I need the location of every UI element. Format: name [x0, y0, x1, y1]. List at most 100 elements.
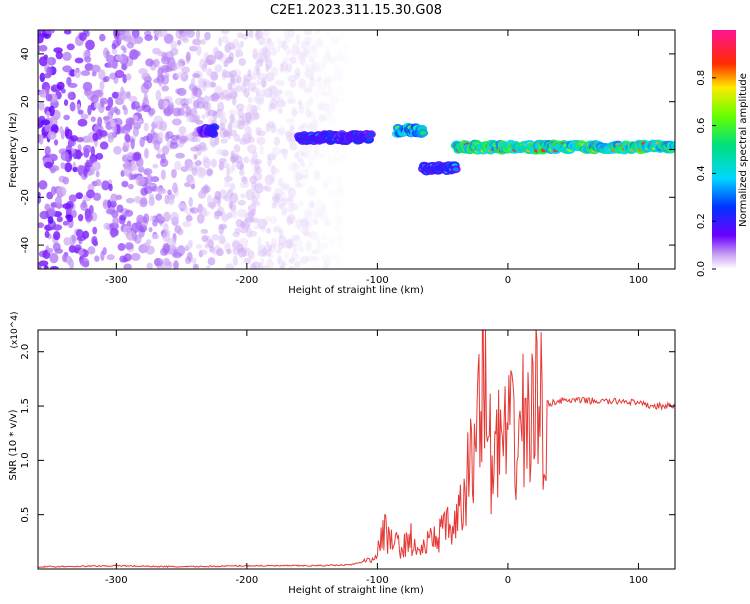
- heatmap-cell: [162, 231, 171, 242]
- heatmap-cell: [131, 50, 141, 57]
- heatmap-cell: [115, 194, 123, 200]
- heatmap-cell: [163, 222, 169, 233]
- heatmap-cell: [211, 158, 217, 168]
- heatmap-cell: [265, 241, 270, 248]
- heatmap-cell: [82, 81, 93, 92]
- heatmap-cell: [68, 194, 77, 203]
- heatmap-cell: [328, 205, 334, 217]
- heatmap-cell: [115, 54, 124, 61]
- heatmap-cell: [178, 135, 189, 142]
- heatmap-cell: [269, 215, 278, 224]
- heatmap-cell: [256, 130, 267, 137]
- heatmap-cell: [140, 187, 148, 196]
- heatmap-cell: [266, 227, 272, 234]
- heatmap-cell: [236, 75, 242, 84]
- heatmap-cell: [160, 247, 168, 256]
- heatmap-cell: [286, 118, 295, 124]
- heatmap-cell: [306, 123, 317, 134]
- heatmap-cell: [138, 165, 145, 173]
- heatmap-cell: [214, 211, 221, 220]
- heatmap-cell: [300, 151, 307, 157]
- heatmap-cell: [201, 38, 206, 45]
- heatmap-cell: [99, 33, 106, 42]
- heatmap-cell: [54, 248, 64, 254]
- heatmap-cell: [194, 136, 201, 143]
- heatmap-cell: [342, 95, 348, 106]
- heatmap-cell: [329, 114, 336, 122]
- heatmap-cell: [265, 72, 275, 82]
- heatmap-cell: [284, 130, 293, 137]
- heatmap-cell: [250, 86, 260, 93]
- heatmap-cell: [111, 48, 118, 55]
- heatmap-cell: [274, 224, 282, 231]
- heatmap-cell: [246, 82, 257, 89]
- heatmap-cell: [46, 57, 54, 65]
- heatmap-cell: [49, 166, 56, 174]
- heatmap-cell: [92, 226, 98, 235]
- heatmap-cell: [284, 196, 293, 202]
- heatmap-cell: [284, 67, 290, 74]
- heatmap-cell: [218, 161, 225, 171]
- heatmap-cell: [125, 229, 136, 241]
- heatmap-cell: [336, 257, 343, 269]
- heatmap-cell: [135, 221, 142, 230]
- heatmap-cell: [201, 114, 206, 120]
- colorbar: 0.0 0.2 0.4 0.6 0.8 Normalized spectral ampl…: [696, 30, 749, 277]
- heatmap-cell: [260, 257, 265, 266]
- heatmap-cell: [297, 50, 304, 61]
- heatmap-cell: [263, 55, 270, 64]
- heatmap-cell: [219, 117, 228, 126]
- heatmap-cell: [311, 62, 320, 73]
- heatmap-cell: [310, 118, 319, 130]
- heatmap-cell: [254, 159, 263, 165]
- heatmap-cell: [121, 180, 129, 188]
- heatmap-cell: [266, 258, 274, 269]
- heatmap-cell: [157, 215, 164, 221]
- colorbar-label: Normalized spectral amplitude: [738, 73, 749, 227]
- heatmap-cell: [259, 144, 265, 156]
- heatmap-cell: [320, 143, 326, 153]
- heatmap-cell: [264, 39, 275, 51]
- heatmap-cell: [245, 189, 255, 201]
- heatmap-cell: [78, 250, 85, 256]
- heatmap-cell: [285, 198, 295, 206]
- heatmap-cell: [286, 205, 295, 213]
- heatmap-cell: [324, 45, 331, 54]
- heatmap-cell: [264, 58, 273, 69]
- heatmap-cell: [88, 205, 94, 215]
- heatmap-cell: [304, 37, 314, 44]
- heatmap-cell: [206, 68, 213, 77]
- heatmap-cell: [313, 145, 320, 155]
- heatmap-cell: [123, 263, 132, 269]
- heatmap-cell: [108, 183, 113, 192]
- heatmap-cell: [64, 128, 73, 140]
- heatmap-cell: [148, 196, 155, 207]
- heatmap-cell: [281, 261, 288, 267]
- heatmap-cell: [333, 224, 340, 232]
- heatmap-cell: [89, 153, 98, 164]
- heatmap-cell: [291, 44, 300, 56]
- heatmap-cell: [179, 33, 188, 42]
- heatmap-cell: [294, 72, 301, 80]
- heatmap-cell: [308, 50, 319, 61]
- heatmap-cell: [247, 204, 257, 213]
- heatmap-cell: [267, 120, 275, 129]
- heatmap-cell: [107, 96, 114, 108]
- heatmap-cell: [263, 220, 269, 226]
- heatmap-cell: [66, 214, 74, 223]
- heatmap-cell: [288, 257, 295, 264]
- heatmap-cell: [237, 120, 245, 130]
- heatmap-cell: [262, 30, 270, 37]
- heatmap-cell: [254, 161, 260, 172]
- heatmap-cell: [261, 246, 268, 257]
- heatmap-cell: [305, 121, 313, 129]
- heatmap-cell: [293, 239, 303, 247]
- heatmap-cell: [212, 46, 220, 57]
- heatmap-cell: [217, 101, 225, 113]
- heatmap-cell: [230, 192, 239, 204]
- heatmap-cell: [248, 30, 254, 39]
- heatmap-cell: [293, 172, 302, 184]
- heatmap-cell: [173, 249, 179, 255]
- heatmap-cell: [336, 241, 344, 249]
